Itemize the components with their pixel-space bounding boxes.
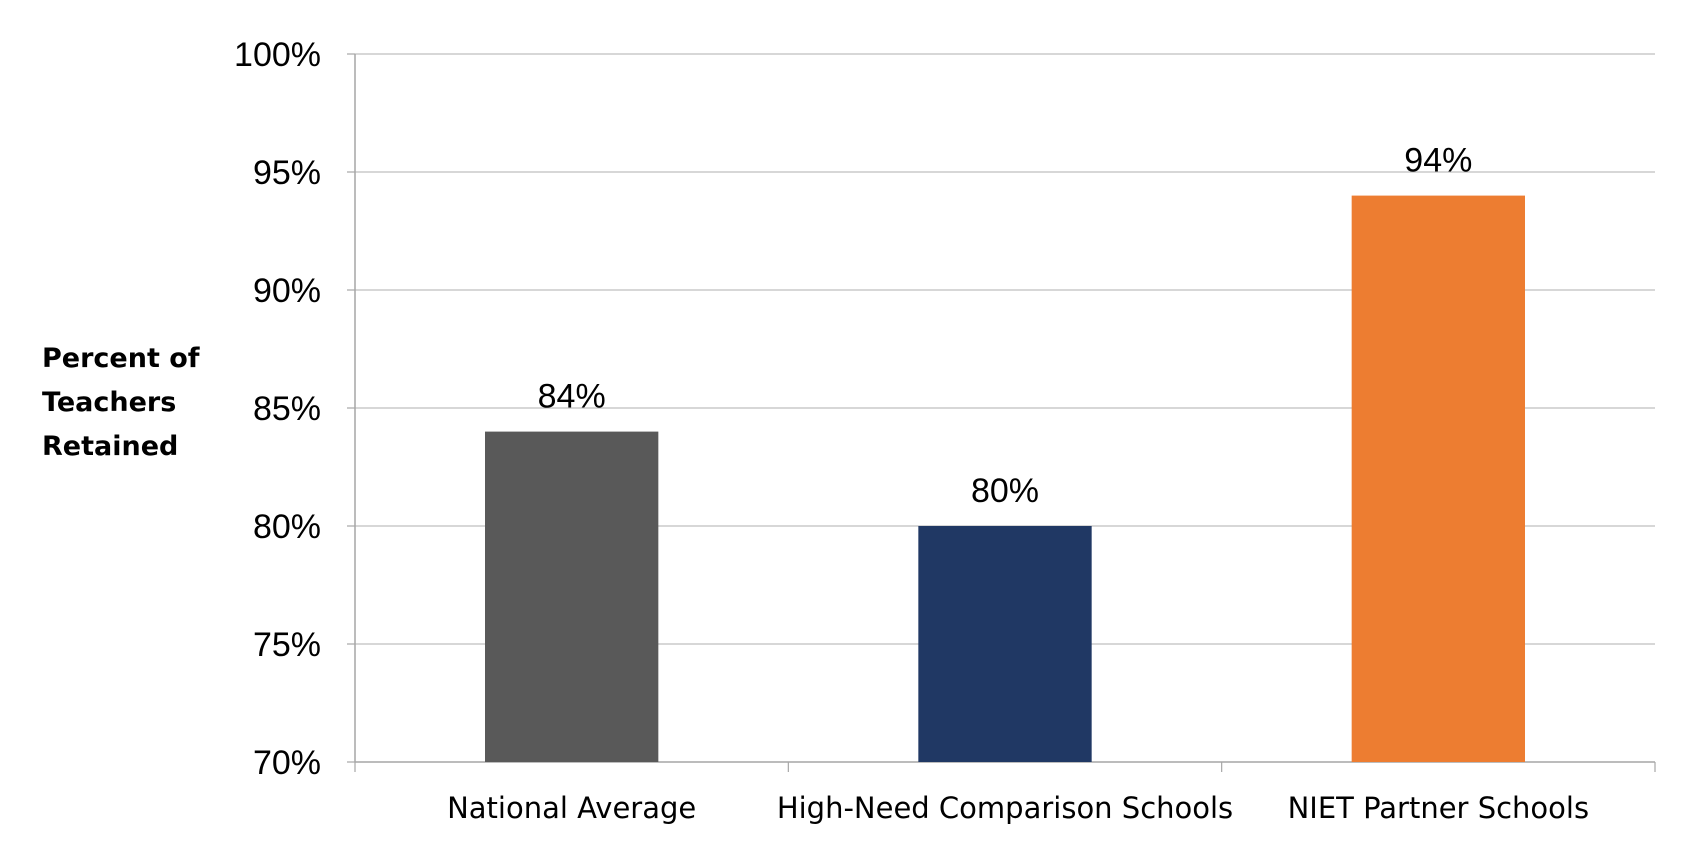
data-label: 84%: [538, 378, 606, 416]
y-tick-label: 70%: [253, 744, 321, 782]
y-tick-label: 75%: [253, 626, 321, 664]
bar-3: [1351, 195, 1525, 763]
y-axis-label: Percent of Teachers Retained: [42, 343, 200, 462]
y-tick-label: 85%: [253, 390, 321, 428]
x-tick-label: National Average: [447, 791, 696, 825]
y-tick-label: 90%: [253, 272, 321, 310]
x-tick-label: High-Need Comparison Schools: [777, 791, 1233, 825]
x-tick-label: NIET Partner Schools: [1288, 791, 1590, 825]
bar-2: [918, 526, 1092, 762]
data-label: 80%: [971, 472, 1039, 510]
y-tick-label: 95%: [253, 154, 321, 192]
y-tick-label: 80%: [253, 508, 321, 546]
data-label: 94%: [1404, 142, 1472, 180]
bars: [485, 195, 1525, 763]
bar-1: [485, 431, 659, 762]
y-tick-label: 100%: [234, 36, 321, 74]
labels: 70% 75% 80% 85% 90% 95% 100% 84% National Averag…: [234, 36, 1589, 825]
